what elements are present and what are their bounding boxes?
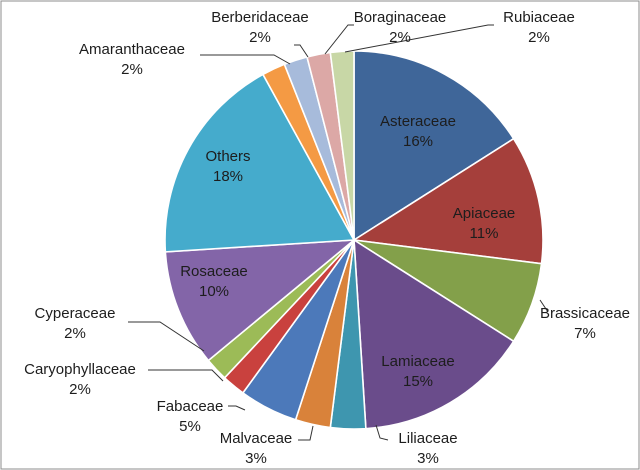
slice-label-brassicaceae: Brassicaceae — [540, 305, 630, 322]
leader-line-caryophyllaceae — [148, 369, 224, 382]
leader-line-amaranthaceae — [200, 54, 291, 65]
pie-slice-lamiaceae — [353, 238, 515, 430]
leader-line-rubiaceae — [344, 24, 494, 53]
slice-label-asteraceae: Asteraceae — [380, 113, 456, 130]
pie-slice-others — [164, 73, 356, 253]
slice-value-label-rubiaceae: 2% — [528, 29, 550, 46]
leader-lines — [128, 24, 549, 441]
slice-value-label-others: 18% — [213, 168, 243, 185]
slice-label-caryophyllaceae: Caryophyllaceae — [24, 361, 136, 378]
slice-label-fabaceae: Fabaceae — [157, 398, 224, 415]
leader-line-malvaceae — [298, 425, 314, 441]
slice-value-label-asteraceae: 16% — [403, 133, 433, 150]
slice-value-label-lamiaceae: 15% — [403, 373, 433, 390]
slice-value-label-amaranthaceae: 2% — [121, 61, 143, 78]
slice-value-label-malvaceae: 3% — [245, 450, 267, 467]
slice-value-label-caryophyllaceae: 2% — [69, 381, 91, 398]
slice-label-liliaceae: Liliaceae — [398, 430, 457, 447]
slice-label-cyperaceae: Cyperaceae — [35, 305, 116, 322]
pie-slice-rubiaceae — [329, 50, 355, 241]
slice-label-others: Others — [205, 148, 250, 165]
leader-line-brassicaceae — [539, 299, 549, 313]
pie-slice-rosaceae — [164, 239, 357, 362]
slice-label-malvaceae: Malvaceae — [220, 430, 293, 447]
slice-label-berberidaceae: Berberidaceae — [211, 9, 309, 26]
pie-slice-asteraceae — [353, 50, 515, 242]
slice-value-label-cyperaceae: 2% — [64, 325, 86, 342]
leader-line-cyperaceae — [128, 321, 205, 352]
leader-line-boraginaceae — [324, 24, 354, 55]
slice-labels: Asteraceae 16% Apiaceae 11% Brassicaceae 7% La… — [24, 9, 630, 467]
slice-value-label-brassicaceae: 7% — [574, 325, 596, 342]
slice-label-rosaceae: Rosaceae — [180, 263, 248, 280]
slice-value-label-berberidaceae: 2% — [249, 29, 271, 46]
slice-value-label-apiaceae: 11% — [470, 225, 499, 242]
slice-label-boraginaceae: Boraginaceae — [354, 9, 447, 26]
slice-value-label-boraginaceae: 2% — [389, 29, 411, 46]
slice-label-apiaceae: Apiaceae — [453, 205, 516, 222]
leader-line-fabaceae — [228, 405, 246, 411]
slice-value-label-rosaceae: 10% — [199, 283, 229, 300]
leader-line-liliaceae — [375, 424, 389, 441]
slice-label-lamiaceae: Lamiaceae — [381, 353, 454, 370]
slice-label-amaranthaceae: Amaranthaceae — [79, 41, 185, 58]
slice-value-label-liliaceae: 3% — [417, 450, 439, 467]
leader-line-berberidaceae — [294, 44, 309, 58]
pie-slices — [164, 50, 544, 430]
slice-value-label-fabaceae: 5% — [179, 418, 201, 435]
slice-label-rubiaceae: Rubiaceae — [503, 9, 575, 26]
pie-slice-apiaceae — [351, 137, 544, 265]
